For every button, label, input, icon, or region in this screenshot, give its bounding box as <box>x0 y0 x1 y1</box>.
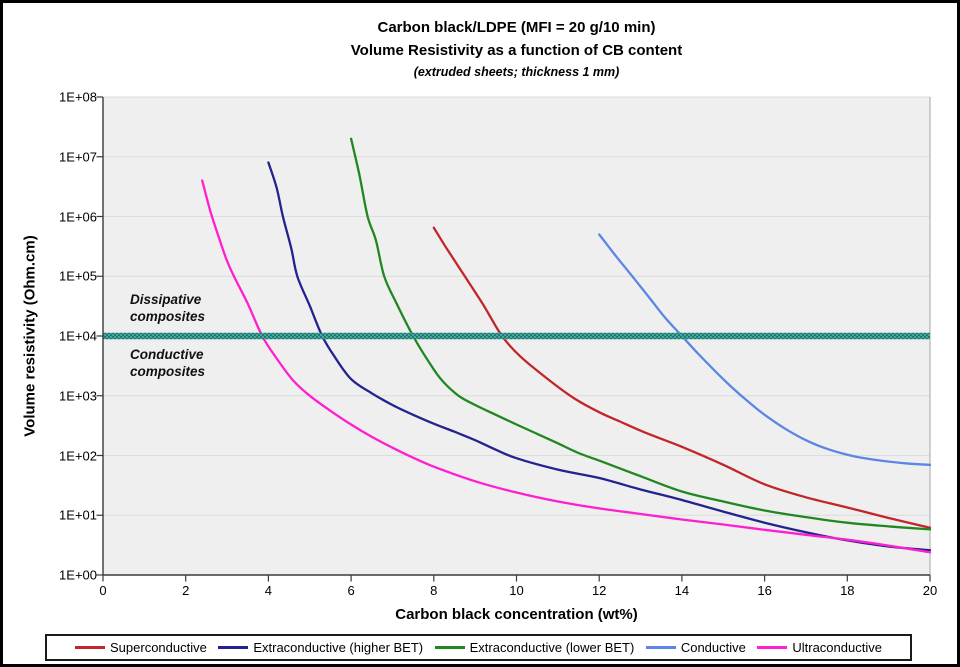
legend-item-extraconductive-higher-bet: Extraconductive (higher BET) <box>218 641 423 654</box>
legend-item-conductive: Conductive <box>645 640 746 655</box>
legend-line-swatch <box>75 646 105 649</box>
x-tick-label: 8 <box>430 583 438 598</box>
annotation-dissipative-composites: Dissipative composites <box>130 291 205 325</box>
series-curve-conductive <box>598 233 932 466</box>
legend-item-extraconductive-lower-bet: Extraconductive (lower BET) <box>434 640 635 655</box>
legend-line-swatch <box>434 646 465 649</box>
legend-label: Conductive <box>680 640 746 655</box>
y-tick-label: 1E+01 <box>59 507 97 523</box>
legend-line-swatch <box>645 646 676 649</box>
x-tick-label: 20 <box>922 583 938 598</box>
legend-label: Superconductive <box>110 640 207 655</box>
legend-item-superconductive: Superconductive <box>75 641 207 654</box>
legend-label: Ultraconductive <box>792 640 882 655</box>
legend-label: Extraconductive (higher BET) <box>253 640 424 655</box>
series-curve-extraconductive-lower-bet <box>349 137 932 531</box>
chart-title: Carbon black/LDPE (MFI = 20 g/10 min) <box>377 19 656 36</box>
y-tick-label: 1E+02 <box>59 448 97 463</box>
annotation-line: Conductive <box>130 347 204 362</box>
legend-line-swatch <box>218 646 249 649</box>
chart-subtitle2: (extruded sheets; thickness 1 mm) <box>413 65 620 79</box>
series-curve-superconductive <box>432 226 932 529</box>
legend-item-ultraconductive: Ultraconductive <box>757 641 882 654</box>
legend-box: Superconductive Extraconductive (higher B… <box>45 634 912 661</box>
y-tick-label: 1E+03 <box>59 388 97 404</box>
y-axis-title: Volume resistivity (Ohm.cm) <box>21 235 39 437</box>
y-tick-label: 1E+05 <box>59 268 97 284</box>
y-tick-label: 1E+04 <box>59 328 97 344</box>
x-tick-label: 10 <box>509 583 524 598</box>
y-tick-label: 1E+06 <box>59 209 97 224</box>
y-tick-label: 1E+07 <box>59 149 97 165</box>
x-tick-label: 4 <box>264 583 273 598</box>
annotation-line: composites <box>130 364 206 379</box>
annotation-line: composites <box>130 309 206 324</box>
x-tick-label: 16 <box>757 583 772 598</box>
series-curve-ultraconductive <box>201 179 932 554</box>
chart-subtitle: Volume Resistivity as a function of CB c… <box>350 42 683 59</box>
legend-label: Extraconductive (lower BET) <box>469 640 635 655</box>
y-tick-label: 1E+00 <box>59 567 97 583</box>
legend-line-swatch <box>757 646 788 649</box>
x-tick-label: 0 <box>99 583 107 598</box>
x-tick-label: 12 <box>591 583 607 598</box>
x-tick-label: 18 <box>840 583 855 598</box>
series-curve-extraconductive-higher-bet <box>267 161 932 552</box>
y-tick-label: 1E+08 <box>59 89 97 105</box>
annotation-conductive-composites: Conductive composites <box>130 346 205 380</box>
x-tick-label: 14 <box>674 583 690 598</box>
x-tick-label: 6 <box>347 583 355 598</box>
x-axis-title: Carbon black concentration (wt%) <box>395 606 638 623</box>
x-tick-label: 2 <box>182 583 190 598</box>
annotation-line: Dissipative <box>130 292 202 307</box>
threshold-band-1e4 <box>103 332 930 340</box>
